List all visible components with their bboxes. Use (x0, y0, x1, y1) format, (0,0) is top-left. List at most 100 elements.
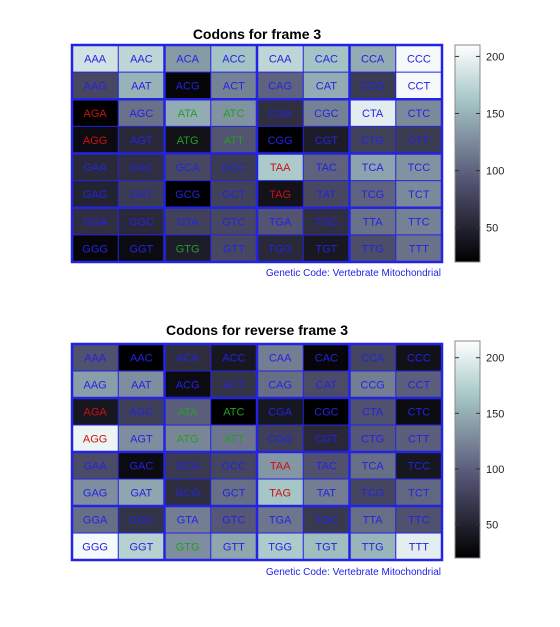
colorbar-tick-label: 100 (486, 464, 504, 476)
colorbar-tick-label: 100 (486, 166, 504, 178)
heatmap-cell (257, 506, 304, 533)
heatmap-cell (210, 479, 257, 506)
codon-label: AAA (84, 353, 107, 365)
heatmap-cell (164, 425, 211, 452)
heatmap-cell (72, 207, 119, 235)
heatmap-cell (395, 344, 442, 371)
heatmap-cell (164, 506, 211, 533)
chart-title: Codons for reverse frame 3 (166, 322, 348, 338)
codon-label: TTT (409, 542, 429, 554)
heatmap-cell (349, 425, 396, 452)
codon-label: AAC (130, 54, 153, 66)
codon-label: ATG (177, 135, 199, 147)
heatmap-cell (118, 180, 165, 208)
heatmap-cell (257, 533, 304, 560)
heatmap-cell (395, 126, 442, 154)
heatmap-cell (395, 425, 442, 452)
codon-label: ATC (223, 108, 244, 120)
heatmap-cell (303, 425, 350, 452)
codon-label: CAG (268, 380, 292, 392)
heatmap-cell (210, 153, 257, 181)
codon-label: AGG (83, 434, 107, 446)
heatmap-cell (303, 126, 350, 154)
heatmap-cell (349, 371, 396, 398)
codon-label: CGT (315, 434, 339, 446)
colorbar: 50 100 150 200 (454, 44, 504, 263)
codon-label: AAC (130, 353, 153, 365)
codon-label: GTG (176, 542, 200, 554)
codon-label: TGG (268, 542, 292, 554)
codon-label: GTG (176, 243, 200, 255)
heatmap-cell (303, 234, 350, 262)
heatmap-cell (210, 99, 257, 127)
codon-label: TTT (409, 243, 429, 255)
codon-label: ATC (223, 407, 244, 419)
heatmap-cell (303, 344, 350, 371)
codon-label: ATT (224, 434, 244, 446)
heatmap-cell (395, 72, 442, 100)
heatmap-cell (164, 344, 211, 371)
heatmap-cell (164, 99, 211, 127)
heatmap-cell (257, 398, 304, 425)
codon-label: GCG (175, 189, 200, 201)
heatmap-cell (164, 371, 211, 398)
heatmap-cell (257, 452, 304, 479)
heatmap-cell (395, 153, 442, 181)
heatmap-cell (303, 45, 350, 73)
codon-label: GAA (84, 162, 108, 174)
codon-label: ACG (176, 81, 200, 93)
codon-label: TGC (315, 216, 338, 228)
grid-border (70, 43, 444, 264)
heatmap-cell (164, 72, 211, 100)
heatmap-panel-reverse-frame-3: Codons for reverse frame 3 AAA AAC ACA ACC C… (70, 322, 504, 578)
heatmap-cell (349, 45, 396, 73)
colorbar: 50 100 150 200 (454, 340, 504, 559)
codon-label: TAG (269, 189, 291, 201)
codon-label: GCG (175, 488, 200, 500)
codon-label: GAG (83, 488, 107, 500)
heatmap-cell (210, 207, 257, 235)
heatmap-cell (210, 234, 257, 262)
codon-label: CGA (268, 407, 293, 419)
codon-label: TGA (269, 515, 292, 527)
codon-label: TAT (317, 488, 336, 500)
heatmap-cell (72, 99, 119, 127)
codon-label: TAC (316, 162, 337, 174)
codon-label: TCG (361, 189, 384, 201)
heatmap-cell (118, 452, 165, 479)
heatmap-cell (395, 371, 442, 398)
codon-label: TCT (408, 488, 430, 500)
heatmap-cell (210, 72, 257, 100)
heatmap-cell (349, 533, 396, 560)
codon-label: TCA (362, 162, 385, 174)
heatmap-cell (210, 425, 257, 452)
codon-label: CAT (316, 81, 337, 93)
codon-label: GAC (129, 461, 153, 473)
heatmap-cell (395, 45, 442, 73)
codon-label: CAG (268, 81, 292, 93)
heatmap-cell (257, 126, 304, 154)
heatmap-cell (118, 479, 165, 506)
codon-label: CGG (268, 135, 293, 147)
codon-label: TTC (408, 515, 429, 527)
heatmap-cell (303, 99, 350, 127)
codon-label: GTT (223, 542, 245, 554)
codon-label: AGA (84, 108, 108, 120)
codon-label: CCA (361, 353, 385, 365)
heatmap-cell (257, 479, 304, 506)
heatmap-cell (303, 398, 350, 425)
heatmap-cell (349, 398, 396, 425)
heatmap-cell (257, 45, 304, 73)
heatmap-cell (164, 452, 211, 479)
heatmap-cell (395, 207, 442, 235)
codon-label: TAT (317, 189, 336, 201)
heatmap-cell (210, 398, 257, 425)
codon-label: AGC (129, 108, 153, 120)
heatmap-cell (118, 45, 165, 73)
heatmap-cell (210, 533, 257, 560)
codon-label: CGT (315, 135, 339, 147)
codon-label: TTG (362, 243, 384, 255)
heatmap-cell (210, 506, 257, 533)
codon-label: TTA (363, 216, 384, 228)
